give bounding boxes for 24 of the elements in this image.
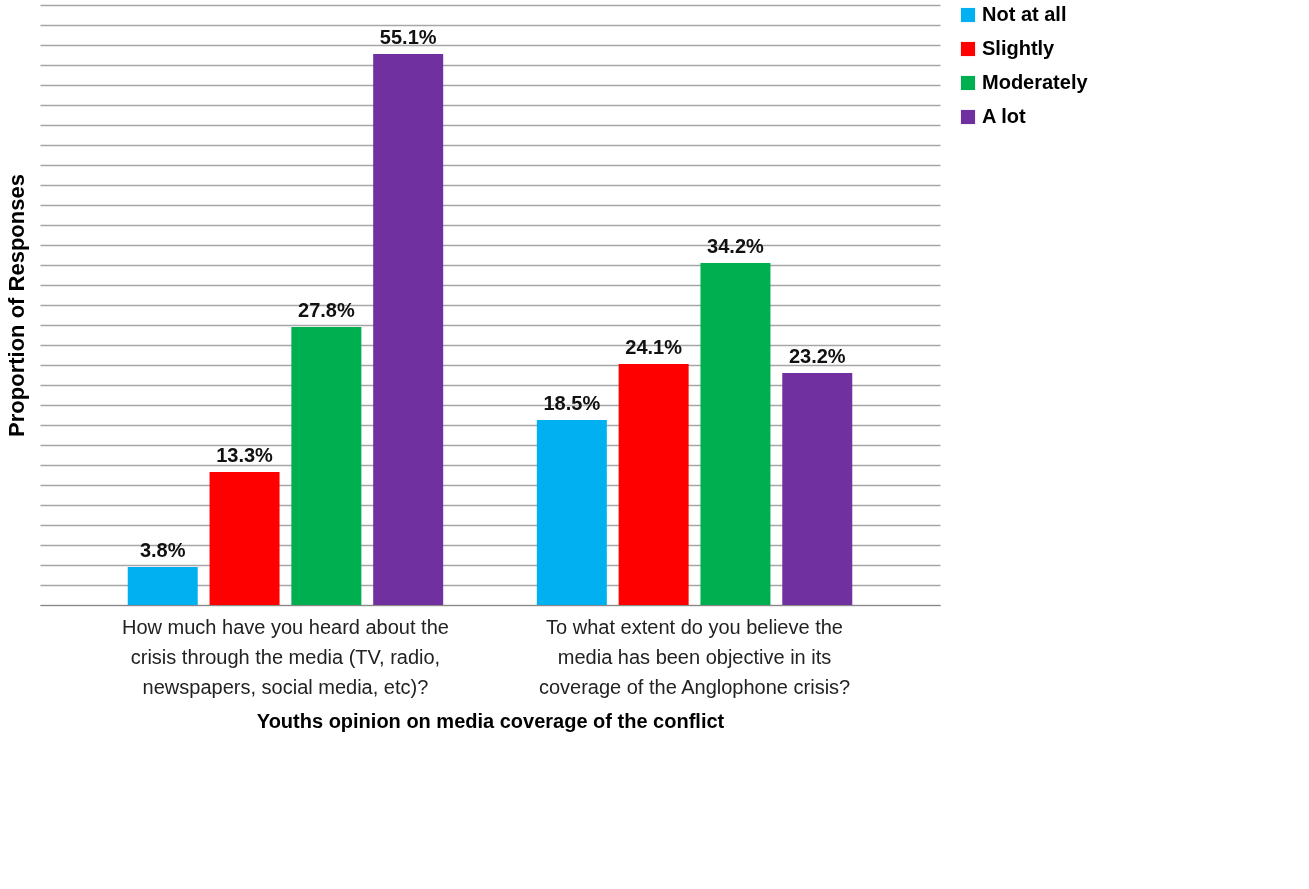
legend-label: A lot: [982, 105, 1027, 127]
bar: [291, 327, 362, 605]
legend-label: Not at all: [982, 3, 1067, 25]
data-label: 55.1%: [379, 26, 437, 48]
data-label: 13.3%: [216, 444, 274, 466]
bar: [618, 364, 689, 605]
bar: [127, 567, 198, 605]
data-label: 23.2%: [788, 345, 846, 367]
x-axis-title: Youths opinion on media coverage of the conflict: [256, 709, 725, 732]
x-tick-label: How much have you heard about the crisis through the media (TV, radio, newspapers, social media, etc)?: [122, 615, 449, 698]
bar: [373, 54, 444, 605]
legend-label: Moderately: [982, 71, 1089, 93]
bar: [782, 373, 853, 605]
x-tick-label: To what extent do you believe the media has been objective in its coverage of the Anglophone crisis?: [538, 615, 851, 698]
data-label: 27.8%: [298, 299, 355, 321]
bar: [536, 420, 607, 605]
legend-label: Slightly: [982, 37, 1056, 59]
bar: [700, 263, 771, 605]
data-label: 34.2%: [707, 235, 765, 257]
bar: [209, 472, 280, 605]
data-label: 18.5%: [543, 392, 601, 414]
data-label: 24.1%: [625, 336, 683, 358]
y-axis-title: Proportion of Responses: [3, 174, 29, 437]
data-label: 3.8%: [139, 539, 186, 561]
